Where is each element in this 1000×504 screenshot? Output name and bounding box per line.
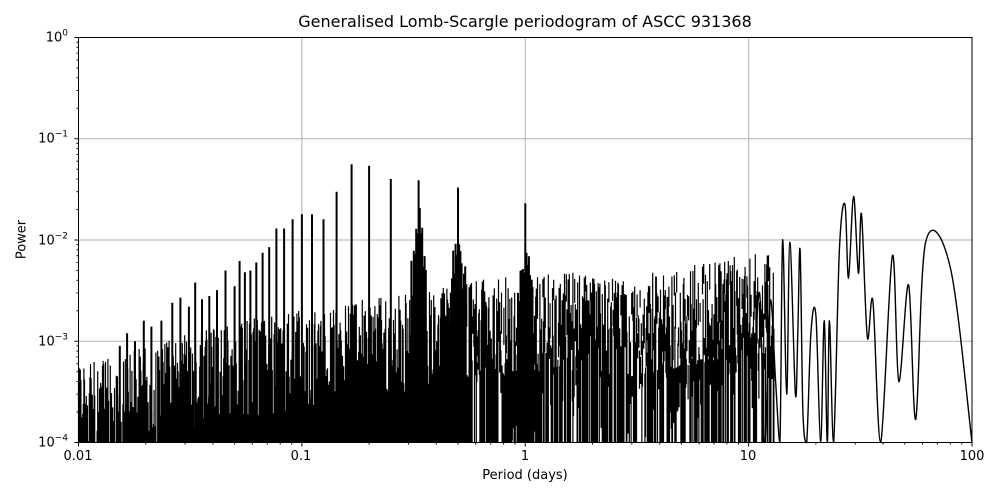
power-series-line <box>77 164 973 444</box>
y-tick-label: 100 <box>45 28 68 46</box>
y-tick-label: 10−3 <box>38 332 68 350</box>
y-tick-label: 10−1 <box>38 129 68 147</box>
x-axis-label: Period (days) <box>482 468 568 483</box>
x-tick-label: 10 <box>739 449 757 464</box>
chart-title: Generalised Lomb-Scargle periodogram of … <box>298 12 752 31</box>
x-tick-label: 0.01 <box>63 449 93 464</box>
x-tick-label: 1 <box>520 449 530 464</box>
y-tick-label: 10−4 <box>38 433 68 451</box>
y-axis-label: Power <box>14 219 30 260</box>
y-tick-label: 10−2 <box>38 231 68 249</box>
axes-frame <box>78 37 973 443</box>
x-tick-label: 100 <box>959 449 985 464</box>
x-tick-label: 0.1 <box>290 449 312 464</box>
